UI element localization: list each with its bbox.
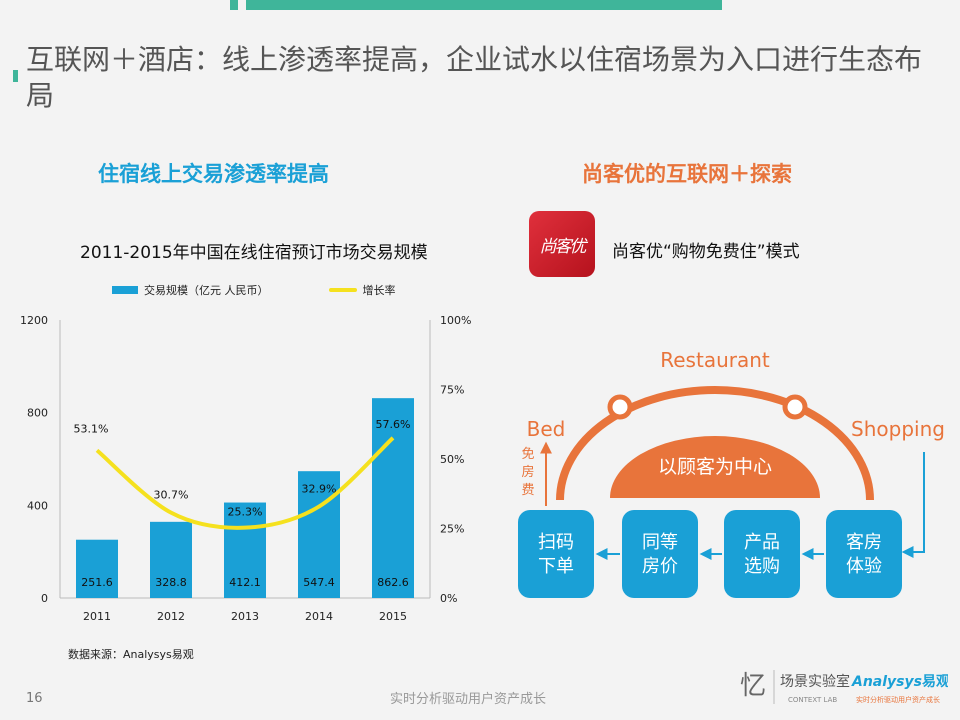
step-2-line-2: 房价 [642,556,678,577]
x-tick-label: 2014 [305,610,333,623]
x-tick-label: 2013 [231,610,259,623]
side-label-char-1: 免 [521,447,534,462]
y-tick-label: 800 [27,407,48,420]
growth-rate-label: 53.1% [74,422,109,435]
bar [76,539,118,598]
step-box-2: 同等 房价 [622,510,698,598]
y-tick-label: 1200 [20,314,48,327]
step-box-3: 产品 选购 [724,510,800,598]
logo-text: 尚客优 [539,236,587,257]
bar [150,521,192,598]
right-section-title: 尚客优的互联网＋探索 [582,162,792,186]
center-dome [610,436,820,498]
bar-value-label: 251.6 [81,576,113,589]
y2-tick-label: 0% [440,592,457,605]
chart-title: 2011-2015年中国在线住宿预订市场交易规模 [80,243,428,263]
step-2-line-1: 同等 [642,532,678,553]
customer-centric-diagram: Restaurant Bed Shopping 以顾客为中心 免 房 费 扫码 … [518,348,945,598]
arc-node-left [607,394,633,420]
page-number: 16 [26,691,43,706]
step-box-4: 客房 体验 [826,510,902,598]
left-section-title: 住宿线上交易渗透率提高 [98,162,329,186]
step-3-line-1: 产品 [744,532,780,553]
side-label-char-3: 费 [521,483,534,498]
chart-legend: 交易规模（亿元 人民币） 增长率 [112,282,396,298]
growth-rate-line [95,436,395,530]
x-tick-label: 2015 [379,610,407,623]
footer-tagline: 实时分析驱动用户资产成长 [390,692,547,707]
y2-tick-label: 50% [440,453,464,466]
growth-rate-label: 30.7% [154,489,189,502]
combo-chart: 0 400 800 1200 0% 25% 50% 75% 100% 251.6 2011 328.8… [20,314,471,623]
bar [224,502,266,598]
y2-tick-label: 25% [440,523,464,536]
brand-slogan: 实时分析驱动用户资产成长 [856,695,940,704]
bar-value-label: 547.4 [303,576,335,589]
bar-value-label: 412.1 [229,576,261,589]
label-shopping: Shopping [851,417,945,441]
top-accent-bar [246,0,722,10]
y2-tick-label: 75% [440,384,464,397]
model-label: 尚客优“购物免费住”模式 [612,242,800,262]
brand-mark-icon: 忆 [740,671,766,701]
label-restaurant: Restaurant [660,348,770,372]
legend-line-label: 增长率 [362,284,396,297]
brand-yiguan: 易观 [922,674,948,690]
brand-en: CONTEXT LAB [788,696,837,704]
step-3-line-2: 选购 [744,556,780,577]
step-box-1: 扫码 下单 [518,510,594,598]
arc-node-right [782,394,808,420]
x-tick-label: 2011 [83,610,111,623]
bar [372,398,414,598]
step-1-line-2: 下单 [538,556,574,577]
brand-analysys: Analysys [851,674,922,690]
y-tick-label: 0 [41,592,48,605]
growth-rate-label: 57.6% [376,418,411,431]
brand-logo: 忆 场景实验室 CONTEXT LAB Analysys 易观 实时分析驱动用户… [740,670,948,704]
legend-line-swatch [328,288,357,292]
y2-tick-label: 100% [440,314,471,327]
growth-rate-label: 25.3% [228,506,263,519]
title-marker [13,70,18,82]
data-source: 数据来源：Analysys易观 [68,648,194,661]
bar-value-label: 862.6 [377,576,409,589]
y-tick-label: 400 [27,499,48,512]
label-bed: Bed [527,417,566,441]
outer-arc [556,386,874,501]
connector-shopping [901,452,925,558]
top-accent-bar-small [230,0,238,10]
legend-bar-label: 交易规模（亿元 人民币） [144,284,269,297]
shangkeyou-logo: 尚客优 [529,211,595,277]
brand-cn: 场景实验室 [780,673,850,690]
bar-value-label: 328.8 [155,576,187,589]
label-customer-center: 以顾客为中心 [658,456,772,478]
page-title: 互联网＋酒店：线上渗透率提高，企业试水以住宿场景为入口进行生态布局 [26,43,923,112]
growth-rate-label: 32.9% [302,483,337,496]
side-label-char-2: 房 [521,464,534,480]
step-4-line-2: 体验 [846,556,882,577]
step-4-line-1: 客房 [846,532,882,553]
legend-bar-swatch [112,286,138,294]
step-1-line-1: 扫码 [538,532,574,553]
bar [298,471,340,598]
x-tick-label: 2012 [157,610,185,623]
